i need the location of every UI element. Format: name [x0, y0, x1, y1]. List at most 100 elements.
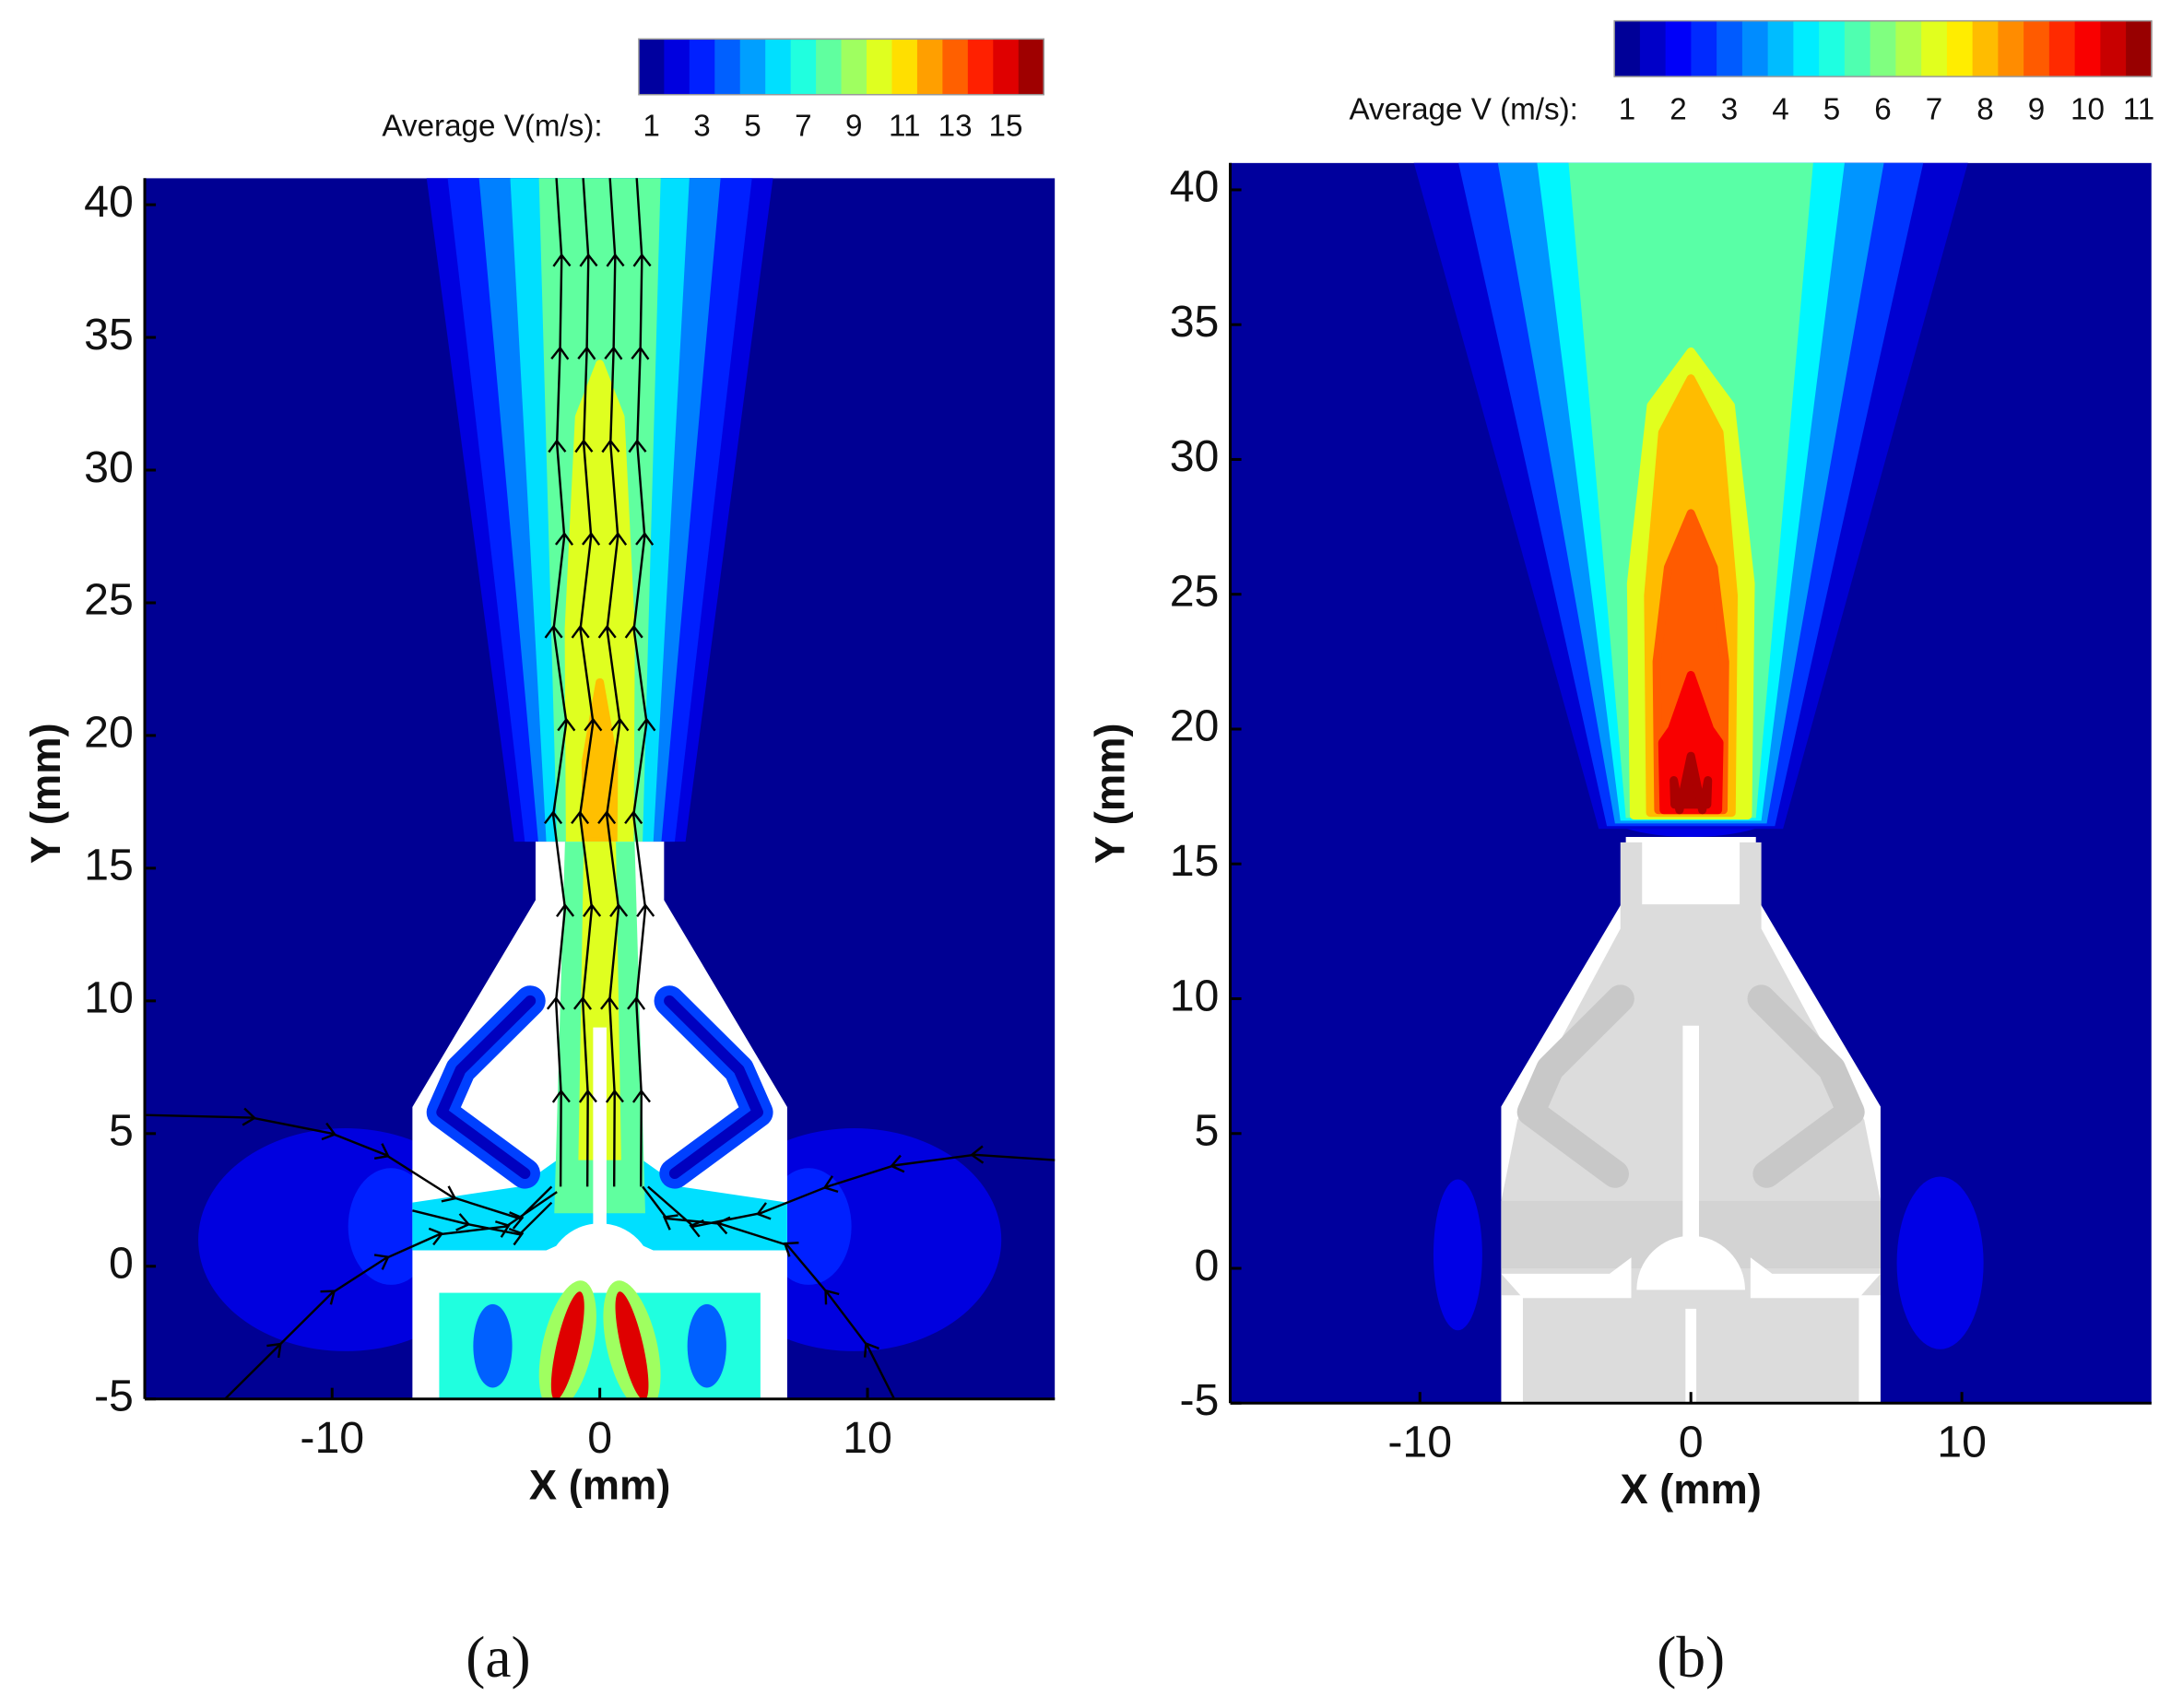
colorbar-band	[1741, 20, 1769, 77]
contour-band	[1670, 751, 1713, 815]
streamline	[597, 178, 630, 1187]
contour-band	[1896, 1176, 1984, 1349]
colorbar-band	[916, 39, 944, 95]
colorbar-frame	[638, 38, 1044, 96]
streamline	[571, 178, 603, 1187]
colorbar-band	[1018, 39, 1044, 95]
colorbar-label: Average V (m/s):	[1349, 93, 1577, 127]
colorbar-band	[942, 39, 969, 95]
y-tick-label: -5	[94, 1371, 134, 1420]
colorbar-band	[2074, 20, 2102, 77]
nozzle-slot	[1501, 1257, 1632, 1299]
colorbar-band	[1921, 20, 1948, 77]
colorbar-band	[1639, 20, 1667, 77]
colorbar-band	[1767, 20, 1795, 77]
colorbar-tick-label: 13	[938, 110, 973, 144]
colorbar-tick-label: 11	[889, 110, 920, 144]
colorbar-tick-label: 9	[2028, 93, 2045, 127]
y-tick-label: -5	[1179, 1375, 1219, 1425]
colorbar-band	[638, 39, 666, 95]
y-tick-label: 10	[84, 973, 134, 1023]
nozzle-slot	[1682, 1025, 1700, 1242]
colorbar-band	[967, 39, 995, 95]
colorbar-tick-label: 10	[2071, 93, 2105, 127]
y-tick-label: 0	[109, 1239, 134, 1289]
y-tick-label: 30	[84, 442, 134, 492]
panel-label: (a)	[466, 1624, 530, 1690]
colorbar-band	[1998, 20, 2024, 77]
colorbar-tick-label: 6	[1874, 93, 1891, 127]
colorbar-band	[664, 39, 690, 95]
colorbar-band	[867, 39, 893, 95]
y-tick-label: 30	[1170, 431, 1220, 481]
colorbar-band	[2100, 20, 2127, 77]
contour-field	[145, 178, 1056, 1399]
colorbar-tick-label: 7	[1926, 93, 1942, 127]
streamline	[624, 178, 656, 1187]
streamline	[642, 1185, 896, 1399]
contour-band	[615, 1291, 649, 1399]
y-tick-label: 0	[1195, 1241, 1220, 1290]
colorbar-band	[689, 39, 716, 95]
colorbar-band	[1665, 20, 1693, 77]
y-tick-label: 10	[1170, 971, 1220, 1020]
colorbar-band	[790, 39, 817, 95]
colorbar-band	[891, 39, 918, 95]
colorbar-band	[2024, 20, 2050, 77]
x-tick-label: 0	[587, 1413, 612, 1463]
panel-label: (b)	[1657, 1624, 1725, 1690]
contour-band	[550, 1291, 584, 1399]
contour-band	[687, 1303, 726, 1388]
colorbar-tick-label: 3	[1721, 93, 1738, 127]
colorbar-band	[714, 39, 741, 95]
y-tick-label: 15	[84, 841, 134, 890]
colorbar-band	[841, 39, 867, 95]
colorbar-band	[1793, 20, 1820, 77]
colorbar-band	[1614, 20, 1641, 77]
nozzle-slot	[1636, 1235, 1745, 1290]
y-tick-label: 25	[84, 575, 134, 625]
nozzle-slot	[1750, 1257, 1881, 1299]
y-tick-label: 20	[84, 708, 134, 758]
colorbar-band	[1844, 20, 1871, 77]
colorbar-band	[2048, 20, 2076, 77]
y-tick-label: 5	[109, 1106, 134, 1156]
colorbar-tick-label: 9	[845, 110, 862, 144]
y-tick-label: 40	[84, 177, 134, 227]
colorbar-tick-label: 5	[744, 110, 761, 144]
x-tick-label: -10	[1387, 1417, 1452, 1467]
colorbar-tick-label: 7	[795, 110, 811, 144]
nozzle-wall	[593, 1027, 607, 1254]
colorbar-band	[816, 39, 843, 95]
nozzle-slot	[1516, 984, 1634, 1188]
colorbar-tick-label: 11	[2123, 93, 2154, 127]
y-axis-label: Y (mm)	[1087, 723, 1134, 864]
colorbar-band	[739, 39, 766, 95]
nozzle-slot	[1747, 984, 1865, 1188]
nozzle-wall	[546, 1223, 654, 1278]
colorbar-tick-label: 8	[1976, 93, 1993, 127]
y-tick-label: 5	[1195, 1106, 1220, 1156]
colorbar-tick-label: 3	[693, 110, 710, 144]
contour-field	[1230, 162, 2152, 1404]
colorbar-band	[1870, 20, 1897, 77]
colorbar-band	[1895, 20, 1922, 77]
streamline	[544, 178, 576, 1187]
colorbar-tick-label: 1	[643, 110, 659, 144]
x-axis-label: X (mm)	[529, 1461, 670, 1508]
nozzle-slot	[1685, 1308, 1697, 1404]
x-tick-label: 10	[843, 1413, 892, 1463]
x-tick-label: 10	[1937, 1417, 1987, 1467]
x-axis-label: X (mm)	[1620, 1466, 1761, 1513]
colorbar-tick-label: 4	[1772, 93, 1788, 127]
y-tick-label: 15	[1170, 836, 1220, 886]
colorbar-band	[2126, 20, 2153, 77]
colorbar-tick-label: 5	[1823, 93, 1840, 127]
contour-band	[1658, 670, 1724, 815]
colorbar-band	[1691, 20, 1717, 77]
y-tick-label: 25	[1170, 566, 1220, 616]
colorbar-frame	[1613, 19, 2153, 77]
colorbar-band	[1717, 20, 1743, 77]
contour-band	[473, 1303, 513, 1388]
